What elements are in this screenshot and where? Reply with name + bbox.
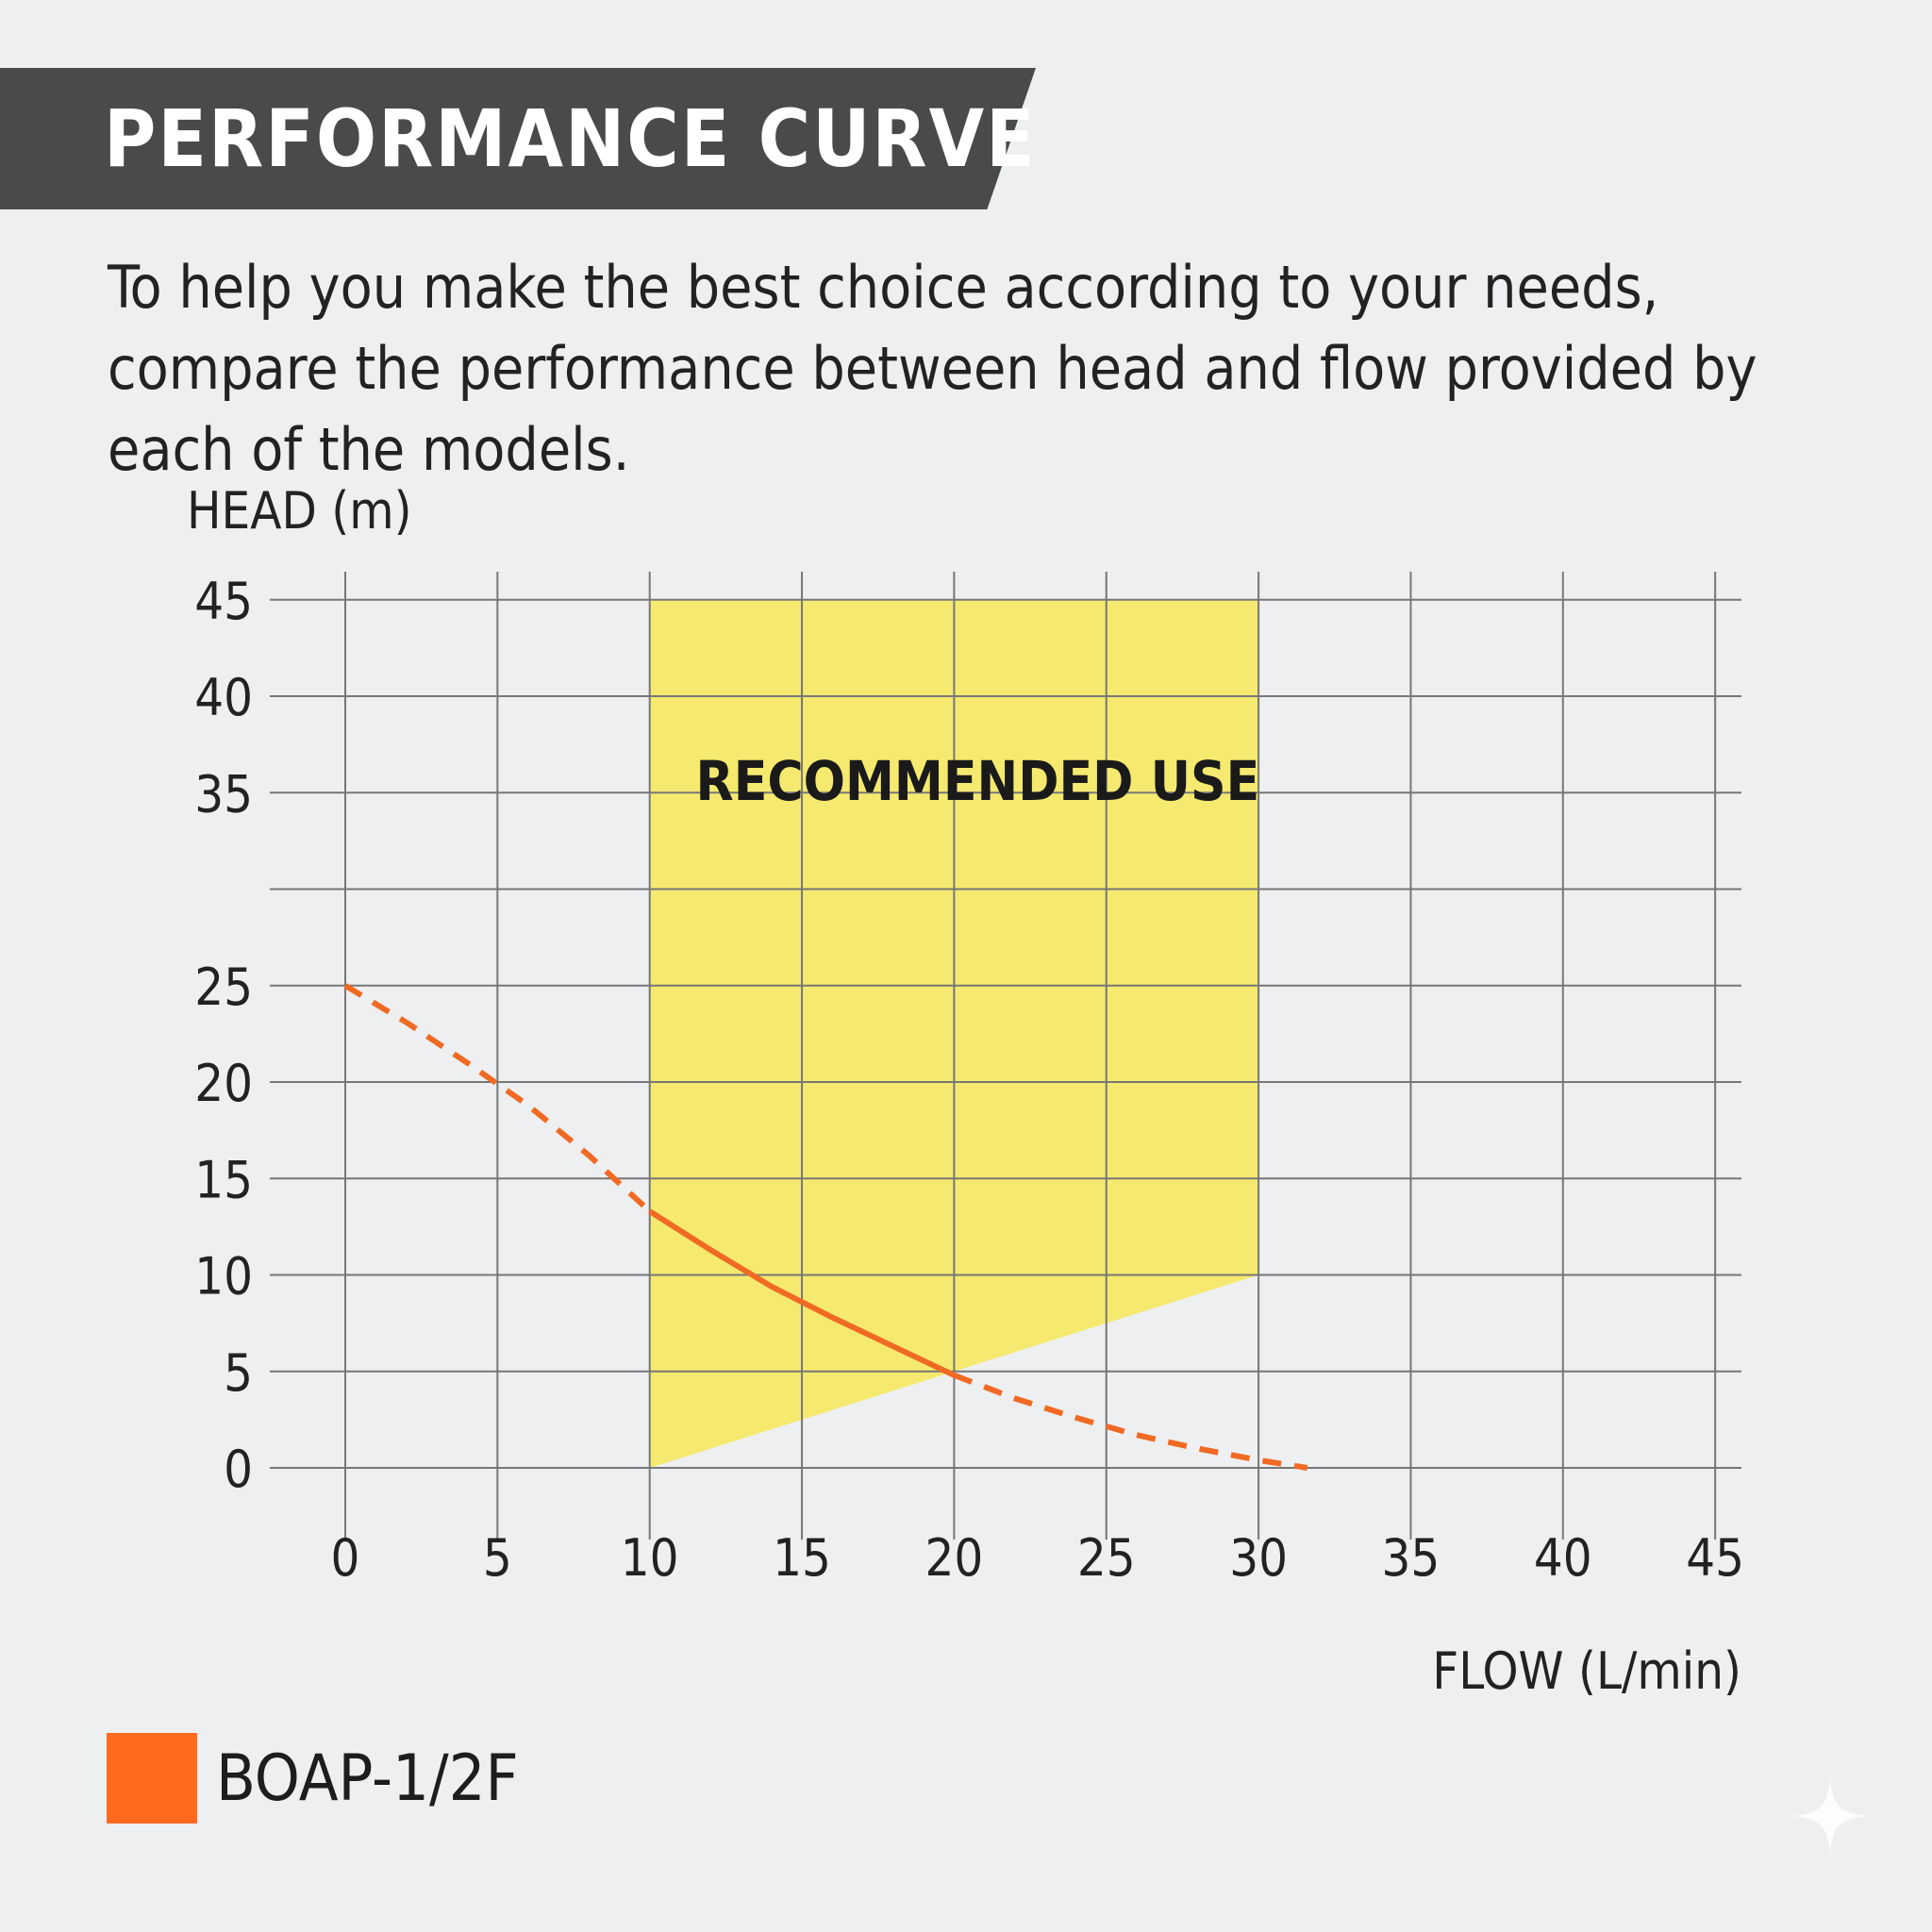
y-axis-label: HEAD (m) — [187, 481, 412, 541]
x-tick-label: 20 — [924, 1528, 983, 1588]
x-tick-label: 40 — [1534, 1528, 1592, 1588]
y-tick-label: 45 — [194, 572, 253, 631]
y-tick-label: 35 — [194, 764, 253, 824]
y-tick-label: 5 — [224, 1343, 253, 1403]
title-banner — [0, 68, 1036, 209]
x-tick-label: 45 — [1686, 1528, 1744, 1588]
x-axis-label: FLOW (L/min) — [1432, 1641, 1741, 1701]
recommended-use-label: RECOMMENDED USE — [696, 749, 1260, 813]
curve-solid-segment — [648, 1208, 956, 1378]
x-tick-label: 25 — [1077, 1528, 1136, 1588]
x-tick-label: 5 — [483, 1528, 512, 1588]
page-title: PERFORMANCE CURVE — [104, 92, 1037, 185]
legend-label: BOAP-1/2F — [216, 1740, 519, 1816]
x-tick-label: 15 — [773, 1528, 831, 1588]
curve-dashed-end — [953, 1372, 1308, 1471]
x-tick-label: 10 — [621, 1528, 679, 1588]
y-tick-label: 10 — [194, 1247, 253, 1307]
x-tick-label: 35 — [1382, 1528, 1441, 1588]
y-tick-label: 40 — [194, 668, 253, 727]
intro-text: To help you make the best choice accordi… — [108, 253, 1757, 484]
legend: BOAP-1/2F — [107, 1733, 519, 1824]
y-tick-label: 25 — [194, 958, 253, 1017]
y-tick-label: 0 — [224, 1440, 253, 1499]
sparkle-icon — [1792, 1778, 1868, 1854]
y-tick-label: 15 — [194, 1150, 253, 1209]
legend-swatch — [107, 1733, 197, 1824]
y-tick-label: 20 — [194, 1054, 253, 1113]
x-tick-label: 0 — [331, 1528, 360, 1588]
x-tick-label: 30 — [1229, 1528, 1288, 1588]
